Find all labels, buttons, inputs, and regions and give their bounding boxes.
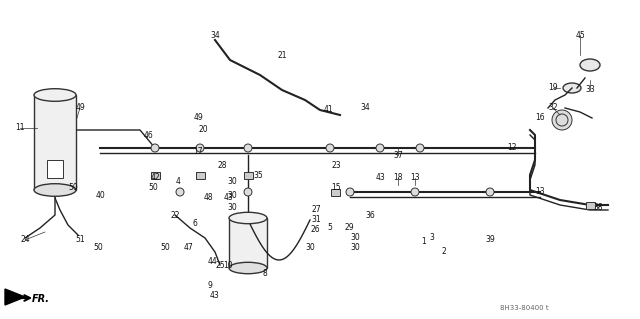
Text: 30: 30: [227, 204, 237, 212]
Bar: [47, 160, 63, 178]
Text: 18: 18: [393, 174, 403, 182]
Text: 29: 29: [344, 224, 354, 233]
Text: 8H33-80400 t: 8H33-80400 t: [500, 305, 548, 311]
Circle shape: [411, 188, 419, 196]
Text: 13: 13: [410, 174, 420, 182]
Text: 36: 36: [365, 211, 375, 219]
Text: 30: 30: [305, 243, 315, 253]
Ellipse shape: [580, 59, 600, 71]
Text: 17: 17: [193, 147, 203, 157]
Text: 35: 35: [253, 170, 263, 180]
Text: 25: 25: [215, 261, 225, 270]
Text: 47: 47: [183, 243, 193, 253]
Text: 6: 6: [193, 219, 197, 227]
Circle shape: [552, 110, 572, 130]
Bar: [586, 202, 595, 209]
Text: 32: 32: [548, 103, 558, 113]
Circle shape: [346, 188, 354, 196]
Text: 46: 46: [143, 130, 153, 139]
Text: 13: 13: [535, 188, 545, 197]
Text: 50: 50: [148, 183, 158, 192]
Text: 21: 21: [277, 50, 287, 60]
Text: 41: 41: [323, 106, 333, 115]
Circle shape: [176, 188, 184, 196]
Text: FR.: FR.: [32, 294, 50, 304]
Text: 30: 30: [350, 243, 360, 253]
Text: 12: 12: [508, 144, 516, 152]
Bar: [330, 189, 339, 196]
Text: 8: 8: [262, 270, 268, 278]
Text: 50: 50: [160, 243, 170, 253]
Text: 31: 31: [311, 216, 321, 225]
Text: 11: 11: [15, 123, 25, 132]
Text: 44: 44: [208, 257, 218, 266]
Text: 49: 49: [193, 114, 203, 122]
Text: 49: 49: [75, 103, 85, 113]
Text: 38: 38: [593, 204, 603, 212]
Text: 16: 16: [535, 114, 545, 122]
Text: 9: 9: [207, 280, 212, 290]
Circle shape: [486, 188, 494, 196]
Text: 27: 27: [311, 205, 321, 214]
Text: 3: 3: [429, 234, 435, 242]
Text: 37: 37: [393, 151, 403, 160]
Bar: [229, 218, 267, 268]
Circle shape: [151, 144, 159, 152]
Ellipse shape: [229, 212, 267, 224]
Text: 51: 51: [75, 235, 85, 244]
Circle shape: [244, 188, 252, 196]
Circle shape: [416, 144, 424, 152]
Text: 10: 10: [223, 261, 233, 270]
Text: 43: 43: [375, 174, 385, 182]
Bar: [34, 95, 76, 190]
Text: 2: 2: [442, 248, 446, 256]
Bar: [243, 172, 253, 179]
Circle shape: [326, 144, 334, 152]
Text: 45: 45: [575, 31, 585, 40]
Text: 40: 40: [95, 190, 105, 199]
Text: 33: 33: [585, 85, 595, 94]
Text: 34: 34: [360, 103, 370, 113]
Text: 20: 20: [198, 125, 208, 135]
Text: 5: 5: [328, 224, 332, 233]
Circle shape: [244, 144, 252, 152]
Text: 24: 24: [20, 235, 30, 244]
Text: 15: 15: [331, 183, 341, 192]
Text: 28: 28: [217, 160, 227, 169]
Text: 42: 42: [150, 174, 160, 182]
Text: 34: 34: [210, 31, 220, 40]
Polygon shape: [5, 289, 25, 305]
Text: 30: 30: [227, 177, 237, 187]
Ellipse shape: [34, 184, 76, 196]
Ellipse shape: [229, 262, 267, 274]
Circle shape: [376, 144, 384, 152]
Ellipse shape: [563, 83, 581, 93]
Text: 4: 4: [175, 176, 180, 186]
Text: 23: 23: [331, 160, 341, 169]
Text: 30: 30: [350, 234, 360, 242]
Text: 30: 30: [227, 190, 237, 199]
Text: 48: 48: [203, 194, 213, 203]
Circle shape: [556, 114, 568, 126]
Ellipse shape: [34, 89, 76, 101]
Text: 1: 1: [422, 238, 426, 247]
Text: 50: 50: [93, 243, 103, 253]
Text: 43: 43: [223, 194, 233, 203]
Text: 50: 50: [68, 183, 78, 192]
Bar: [150, 172, 159, 179]
Bar: [195, 172, 205, 179]
Text: 39: 39: [485, 235, 495, 244]
Text: 26: 26: [310, 226, 320, 234]
Text: 19: 19: [548, 84, 558, 93]
Circle shape: [196, 144, 204, 152]
Text: 43: 43: [210, 291, 220, 300]
Text: 22: 22: [170, 211, 180, 219]
